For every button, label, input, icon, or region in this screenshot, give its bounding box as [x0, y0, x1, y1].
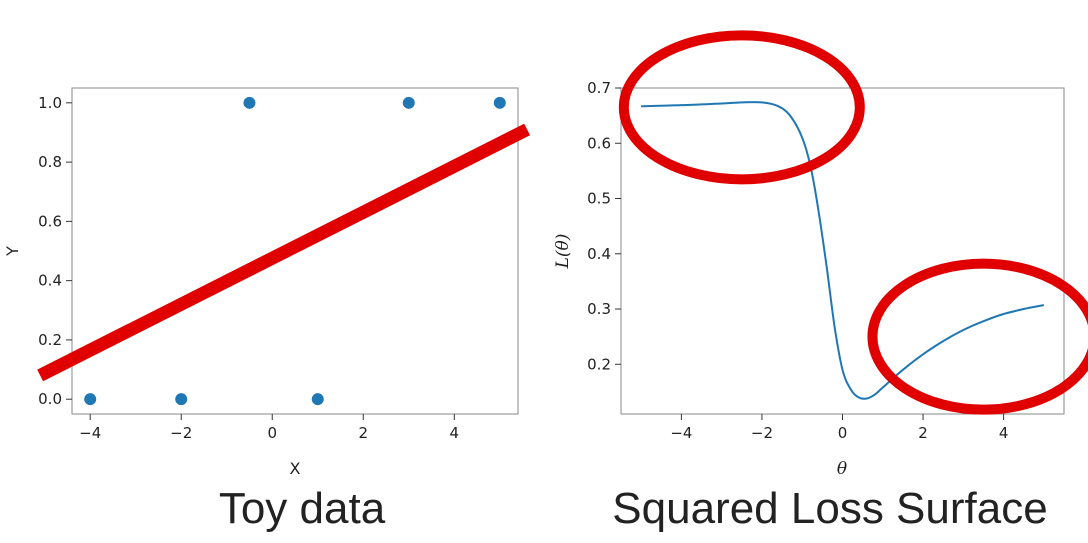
toy-data-y-ticks: 0.0 0.2 0.4 0.6 0.8 1.0	[38, 94, 72, 408]
data-point	[311, 393, 324, 406]
loss-curve	[641, 101, 1045, 400]
toy-data-points	[84, 96, 506, 406]
ellipse-annotation	[618, 30, 865, 185]
right-x-tick-label: −2	[751, 424, 773, 442]
right-y-tick-label: 0.3	[587, 300, 611, 318]
toy-data-x-axis-label: X	[290, 459, 301, 478]
loss-surface-x-ticks: −4 −2 0 2 4	[670, 414, 1008, 442]
data-point	[493, 96, 506, 109]
left-x-tick-label: −2	[170, 424, 192, 442]
fit-line-annotation	[37, 123, 531, 382]
data-point	[402, 96, 415, 109]
loss-surface-x-axis-label: θ	[837, 459, 847, 479]
left-y-tick-label: 0.6	[38, 212, 62, 230]
right-y-tick-label: 0.7	[587, 79, 611, 97]
toy-data-x-ticks: −4 −2 0 2 4	[79, 414, 459, 442]
right-x-tick-label: 4	[999, 424, 1009, 442]
left-y-tick-label: 0.2	[38, 331, 62, 349]
left-y-tick-label: 0.8	[38, 153, 62, 171]
toy-data-y-axis-label: Y	[3, 246, 22, 257]
left-x-tick-label: 2	[358, 424, 368, 442]
left-x-tick-label: −4	[79, 424, 101, 442]
right-y-tick-label: 0.4	[587, 245, 611, 263]
data-point	[84, 393, 97, 406]
data-point	[175, 393, 188, 406]
data-point	[243, 96, 256, 109]
right-x-tick-label: 2	[918, 424, 928, 442]
left-y-tick-label: 0.4	[38, 272, 62, 290]
left-x-tick-label: 4	[450, 424, 460, 442]
toy-data-chart: −4 −2 0 2 4 0.0 0.2 0.4 0.6 0.8 1.0 X Y Toy data	[3, 87, 531, 533]
loss-surface-y-axis-label: L(θ)	[553, 234, 573, 270]
toy-data-caption: Toy data	[219, 484, 386, 533]
loss-surface-caption: Squared Loss Surface	[612, 484, 1047, 533]
ellipse-annotation	[867, 258, 1088, 415]
left-x-tick-label: 0	[267, 424, 277, 442]
right-y-tick-label: 0.5	[587, 190, 611, 208]
right-y-tick-label: 0.6	[587, 134, 611, 152]
loss-surface-chart: −4 −2 0 2 4 0.2 0.3 0.4 0.5 0.6 0.7 θ L(θ) Square…	[553, 30, 1088, 533]
left-y-tick-label: 0.0	[38, 390, 62, 408]
right-y-tick-label: 0.2	[587, 355, 611, 373]
toy-data-plot-frame	[71, 87, 519, 415]
right-x-tick-label: 0	[838, 424, 848, 442]
loss-surface-plot-frame	[620, 87, 1065, 415]
ellipse-annotations	[618, 30, 1088, 415]
loss-surface-y-ticks: 0.2 0.3 0.4 0.5 0.6 0.7	[587, 79, 621, 373]
right-x-tick-label: −4	[670, 424, 692, 442]
left-y-tick-label: 1.0	[38, 94, 62, 112]
